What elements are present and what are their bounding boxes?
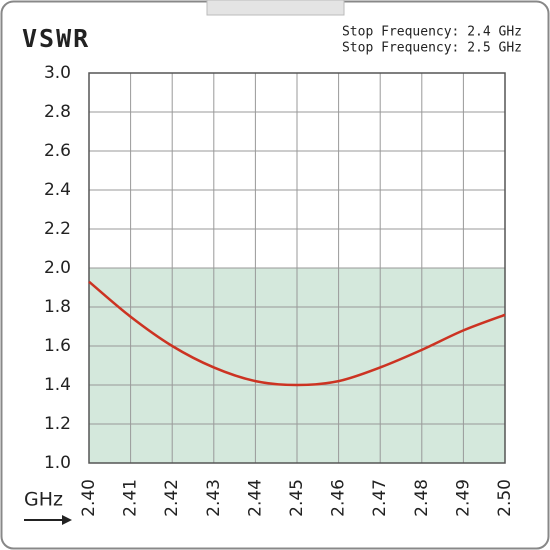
chart-title: VSWR [22,24,90,53]
x-tick-label: 2.46 [329,479,349,517]
x-tick-label: 2.40 [79,479,99,517]
x-tick-label: 2.44 [245,479,265,517]
y-tick-label: 2.2 [44,219,71,239]
x-tick-label: 2.47 [370,479,390,517]
y-tick-label: 1.0 [44,453,71,473]
x-tick-label: 2.48 [412,479,432,517]
y-tick-label: 3.0 [44,63,71,83]
y-tick-label: 1.6 [44,336,71,356]
annotation: Stop Frequency: 2.5 GHz [342,41,522,56]
y-tick-label: 2.0 [44,258,71,278]
annotation: Stop Frequency: 2.4 GHz [342,25,522,40]
y-tick-label: 1.8 [44,297,71,317]
axis-arrow-head [62,515,72,525]
x-tick-label: 2.49 [453,479,473,517]
x-tick-label: 2.45 [287,479,307,517]
y-tick-label: 2.4 [44,180,71,200]
y-tick-label: 2.6 [44,141,71,161]
y-tick-label: 1.2 [44,414,71,434]
x-tick-label: 2.41 [121,479,141,517]
x-axis-label: GHz [24,489,63,511]
x-tick-label: 2.42 [162,479,182,517]
y-tick-label: 1.4 [44,375,71,395]
data-line [88,280,506,387]
plot-border [88,72,506,464]
tab [206,0,345,16]
y-tick-label: 2.8 [44,102,71,122]
x-tick-label: 2.43 [204,479,224,517]
x-tick-label: 2.50 [495,479,515,517]
